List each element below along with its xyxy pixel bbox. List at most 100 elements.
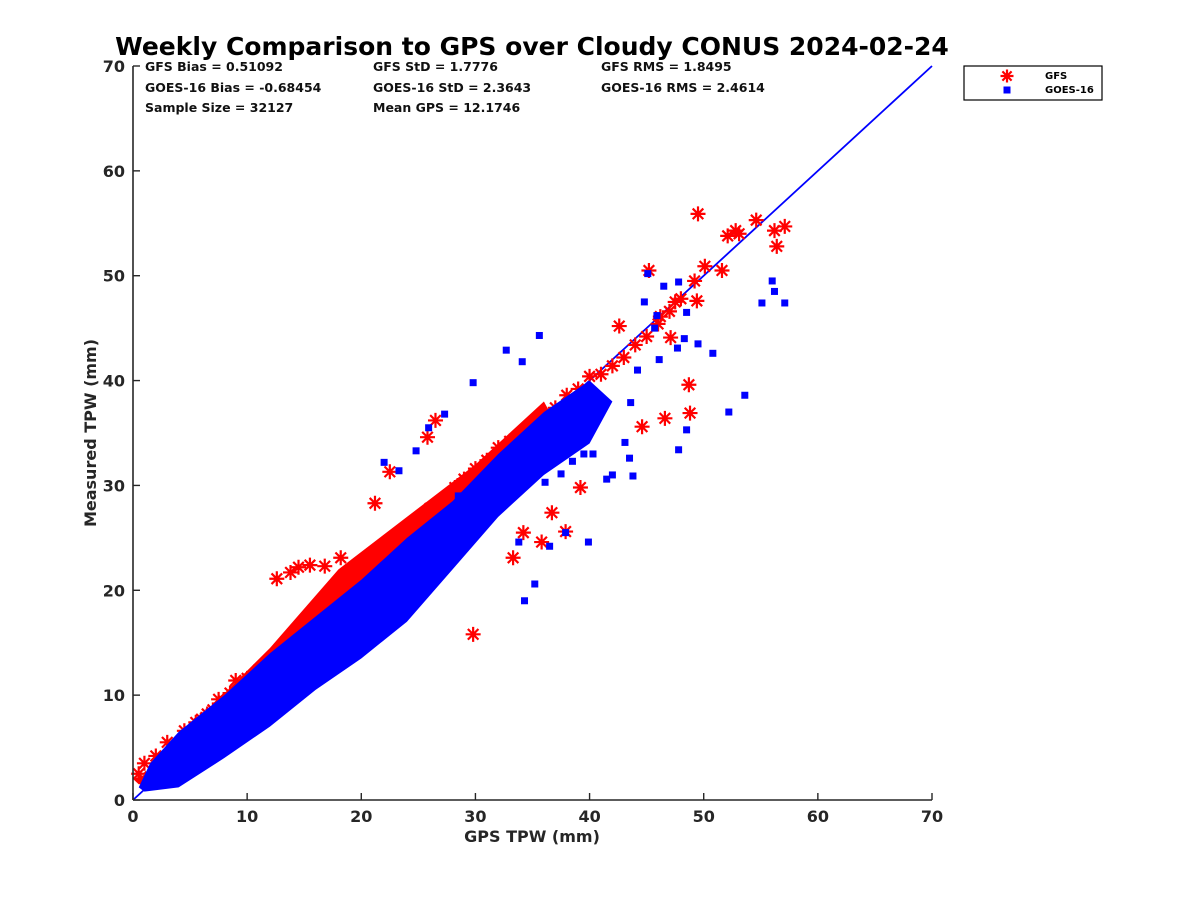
goes16-point [395, 467, 403, 475]
gfs-point [627, 337, 643, 353]
gfs-point [399, 526, 415, 542]
goes16-point [546, 542, 554, 550]
gfs-point [308, 607, 324, 623]
x-tick-label: 30 [464, 807, 486, 826]
goes16-point [580, 450, 588, 458]
gfs-point [777, 218, 793, 234]
gfs-point [690, 206, 706, 222]
gfs-point [285, 626, 301, 642]
gfs-point [333, 550, 349, 566]
gfs-point [682, 405, 698, 421]
gfs-point [559, 387, 575, 403]
gfs-point [353, 566, 369, 582]
gfs-point [291, 559, 307, 575]
goes16-point [454, 492, 462, 500]
goes16-point [675, 278, 683, 286]
gfs-point [502, 433, 518, 449]
x-tick-label: 70 [921, 807, 943, 826]
gfs-point [376, 542, 392, 558]
goes16-point [673, 344, 681, 352]
goes16-point [694, 340, 702, 348]
points-layer [131, 206, 793, 792]
gfs-point [410, 513, 426, 529]
gfs-point [283, 564, 299, 580]
gfs-point [766, 223, 782, 239]
goes16-point [644, 270, 652, 278]
gfs-point [673, 291, 689, 307]
legend-goes16-marker [1003, 86, 1011, 94]
goes16-point [626, 454, 634, 462]
goes16-point [709, 349, 717, 357]
goes16-point [535, 331, 543, 339]
goes16-point [608, 471, 616, 479]
gfs-point [365, 555, 381, 571]
gfs-point [467, 461, 483, 477]
goes16-point [640, 298, 648, 306]
chart-title: Weekly Comparison to GPS over Cloudy CON… [115, 32, 949, 61]
gfs-point [769, 238, 785, 254]
gfs-point [748, 212, 764, 228]
gfs-point [490, 440, 506, 456]
gfs-point [319, 599, 335, 615]
goes16-point [568, 457, 576, 465]
goes16-point [380, 458, 388, 466]
gfs-point [479, 452, 495, 468]
gfs-point [456, 471, 472, 487]
legend-goes16-label: GOES-16 [1045, 85, 1094, 96]
y-tick-label: 30 [103, 476, 125, 495]
gfs-point [159, 734, 175, 750]
goes16-point [629, 472, 637, 480]
axes-layer [132, 66, 932, 801]
gfs-point [697, 258, 713, 274]
gfs-point [604, 358, 620, 374]
legend-gfs-marker [1000, 69, 1014, 83]
goes16-point [518, 358, 526, 366]
goes16-point [651, 324, 659, 332]
goes16-point [412, 447, 420, 455]
legend-box [963, 65, 1103, 101]
x-axis-label: GPS TPW (mm) [464, 827, 600, 846]
stat-text: Sample Size = 32127 [145, 100, 293, 115]
gfs-point [433, 493, 449, 509]
gfs-point [211, 691, 227, 707]
stat-text: GFS Bias = 0.51092 [145, 59, 283, 74]
gfs-point [681, 377, 697, 393]
goes16-point [541, 478, 549, 486]
goes16-point [589, 450, 597, 458]
gfs-point [342, 578, 358, 594]
goes16-point [660, 282, 668, 290]
goes16-point [725, 408, 733, 416]
gfs-point [330, 586, 346, 602]
gfs-point [687, 273, 703, 289]
gfs-point [593, 366, 609, 382]
gfs-point [302, 557, 318, 573]
x-tick-label: 40 [578, 807, 600, 826]
gfs-point [465, 626, 481, 642]
x-tick-label: 20 [350, 807, 372, 826]
stat-text: GOES-16 RMS = 2.4614 [601, 80, 765, 95]
goes16-point [425, 424, 433, 432]
goes16-point [584, 538, 592, 546]
legend: GFS GOES-16 [963, 65, 1103, 101]
x-tick-label: 50 [693, 807, 715, 826]
goes16-point [557, 470, 565, 478]
goes16-point [680, 335, 688, 343]
goes16-point [562, 529, 570, 537]
gfs-point [731, 226, 747, 242]
gfs-point [317, 558, 333, 574]
goes16-point [621, 438, 629, 446]
y-tick-label: 20 [103, 581, 125, 600]
gfs-point [419, 429, 435, 445]
stat-text: GOES-16 StD = 2.3643 [373, 80, 531, 95]
gfs-point [657, 410, 673, 426]
goes16-point [683, 308, 691, 316]
goes16-point [634, 366, 642, 374]
stat-text: GFS RMS = 1.8495 [601, 59, 732, 74]
y-tick-label: 10 [103, 686, 125, 705]
y-tick-label: 60 [103, 162, 125, 181]
gfs-point [427, 412, 443, 428]
x-tick-label: 60 [807, 807, 829, 826]
gfs-point [367, 495, 383, 511]
ticks-layer: 0 10 20 30 40 50 60 70 0 10 20 30 40 50 60 70 [103, 57, 943, 826]
